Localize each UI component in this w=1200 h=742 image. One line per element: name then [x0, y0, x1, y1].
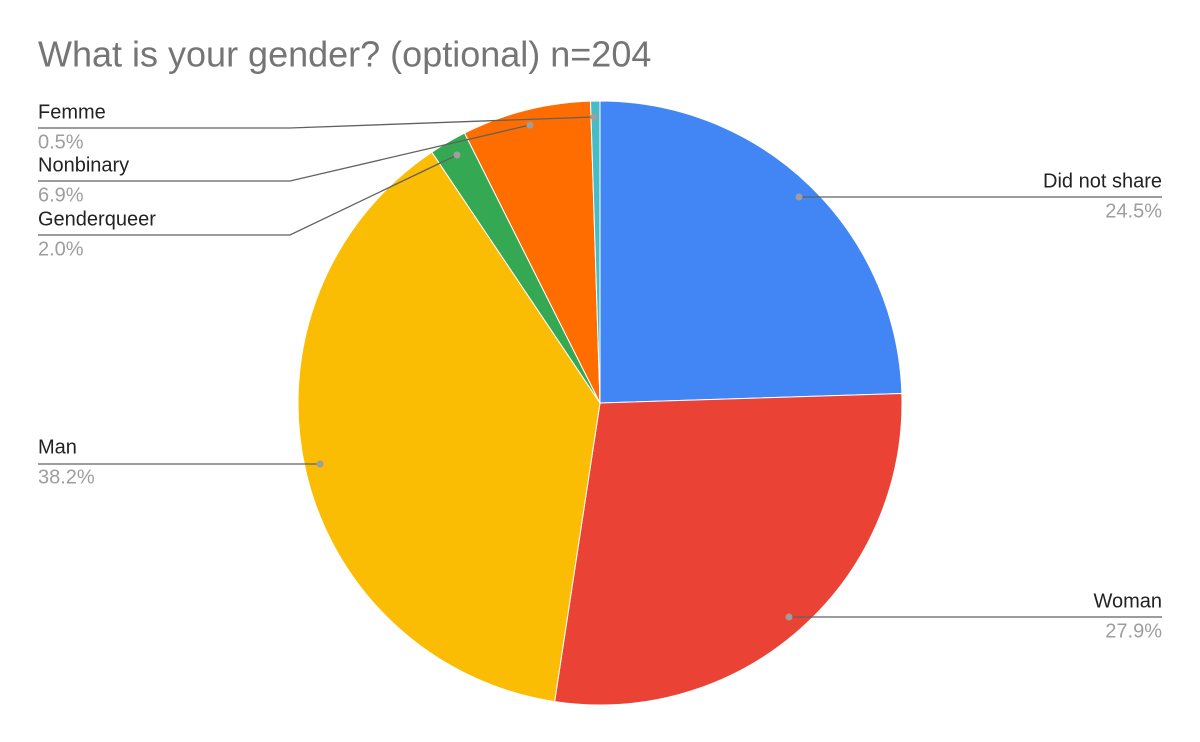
pie-slice	[297, 151, 601, 703]
leader-dot	[316, 460, 324, 468]
slice-value-label: 38.2%	[38, 466, 95, 488]
pie-slice	[554, 392, 903, 706]
slice-label: Nonbinary	[38, 154, 129, 176]
leader-dot	[795, 193, 803, 201]
slice-label: Genderqueer	[38, 208, 156, 230]
pie-slice	[599, 100, 903, 404]
leader-dot	[453, 151, 461, 159]
pie-slice	[589, 100, 601, 404]
slice-value-label: 27.9%	[1105, 620, 1162, 642]
slice-label: Man	[38, 436, 77, 458]
slice-label: Woman	[1093, 590, 1162, 612]
slice-label: Femme	[38, 101, 106, 123]
leader-line	[38, 124, 531, 182]
leader-line	[38, 116, 595, 129]
leader-dot	[590, 113, 598, 121]
slice-label: Did not share	[1043, 170, 1162, 192]
pie-slice	[463, 100, 601, 404]
chart-title: What is your gender? (optional) n=204	[38, 34, 651, 75]
slice-value-label: 6.9%	[38, 184, 84, 206]
slice-value-label: 0.5%	[38, 131, 84, 153]
slice-value-label: 24.5%	[1105, 200, 1162, 222]
slice-value-label: 2.0%	[38, 238, 84, 260]
leader-line	[38, 154, 458, 236]
leader-dot	[785, 613, 793, 621]
leader-dot	[526, 121, 534, 129]
